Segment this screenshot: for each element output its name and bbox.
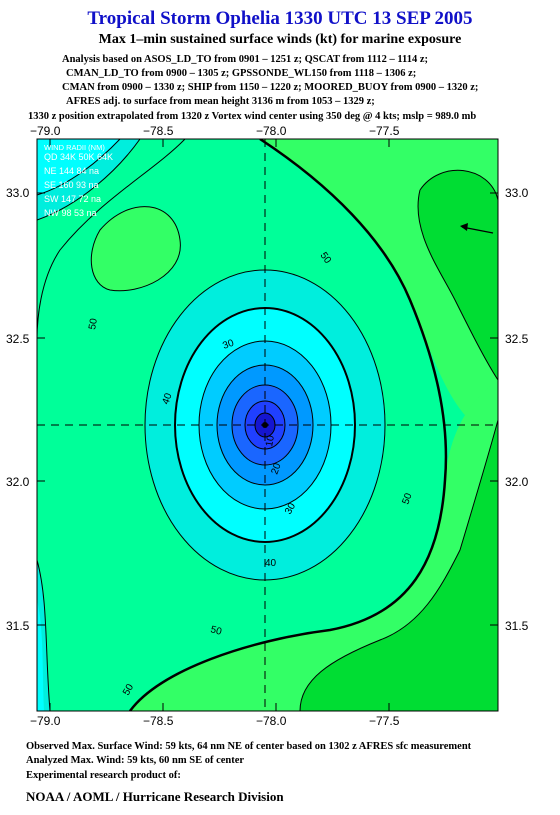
lon-tick-label: −78.5 — [143, 124, 174, 138]
wind-radii-header: WIND RADII (NM) — [44, 143, 105, 152]
contour-40-sw — [37, 559, 51, 711]
motion-arrow-icon — [460, 223, 494, 234]
lat-tick-label: 32.0 — [505, 475, 529, 489]
contour-64-se — [299, 419, 498, 711]
wind-radii-columns: QD 34K 50K 64K — [44, 152, 113, 162]
tick-marks — [37, 139, 498, 711]
lat-tick-label: 33.0 — [505, 186, 529, 200]
lat-tick-label: 32.5 — [505, 332, 529, 346]
analysis-line: CMAN from 0900 – 1330 z; SHIP from 1150 … — [62, 82, 479, 93]
contour-label: 50 — [87, 317, 100, 330]
contour-30-nw — [37, 139, 121, 196]
storm-center-marker — [262, 422, 268, 428]
observed-max-wind: Observed Max. Surface Wind: 59 kts, 64 n… — [26, 741, 472, 752]
lon-tick-label: −78.0 — [256, 714, 287, 728]
contour-50kt-main — [128, 139, 448, 711]
map-subtitle: Max 1–min sustained surface winds (kt) f… — [98, 32, 462, 47]
organization-name: NOAA / AOML / Hurricane Research Divisio… — [26, 789, 284, 804]
analyzed-max-wind: Analyzed Max. Wind: 59 kts, 60 nm SE of … — [26, 755, 245, 766]
analysis-line: 1330 z position extrapolated from 1320 z… — [28, 111, 477, 122]
wind-radii-table: WIND RADII (NM) QD 34K 50K 64K NE 144 84… — [44, 143, 113, 218]
lat-tick-label: 32.0 — [6, 475, 30, 489]
contour-64-w — [90, 206, 181, 292]
shade-64plus-se — [300, 420, 498, 711]
contour-50-nw — [37, 139, 186, 341]
lat-tick-label: 31.5 — [505, 619, 529, 633]
contour-label: 10 — [264, 434, 277, 447]
contour-label: 30 — [221, 338, 236, 352]
shade-lt30-nw — [37, 139, 120, 195]
contour-40-nw — [37, 139, 141, 221]
contour-label: 50 — [400, 491, 414, 506]
wind-radii-row: NW 98 53 na — [44, 208, 97, 218]
lat-tick-label: 31.5 — [6, 619, 30, 633]
wind-radii-row: SW 147 72 na — [44, 194, 101, 204]
map-frame — [36, 138, 499, 712]
shade-64plus-ne — [418, 170, 498, 380]
lon-tick-label: −77.5 — [369, 124, 400, 138]
shade-lt30-sw — [37, 600, 44, 711]
wind-radii-row: NE 144 84 na — [44, 166, 99, 176]
experimental-note: Experimental research product of: — [26, 770, 181, 781]
lat-tick-label: 33.0 — [6, 186, 30, 200]
analysis-line: Analysis based on ASOS_LD_TO from 0901 –… — [62, 54, 428, 65]
contour-64-ne-2 — [417, 189, 498, 381]
contour-label: 30 — [283, 501, 298, 517]
contour-label: 40 — [265, 558, 277, 569]
contour-label: 40 — [160, 391, 174, 406]
lon-tick-label: −77.5 — [369, 714, 400, 728]
contour-field — [37, 139, 498, 711]
contour-lines — [37, 139, 498, 711]
lon-tick-label: −78.5 — [143, 714, 174, 728]
contour-label-group: 10 20 30 30 40 40 50 50 50 50 50 — [87, 250, 415, 697]
contour-64-ne — [419, 169, 498, 201]
contour-label: 50 — [209, 624, 223, 638]
lon-tick-label: −79.0 — [30, 124, 61, 138]
wind-radii-row: SE 160 93 na — [44, 180, 99, 190]
shade-50-64-w — [91, 206, 181, 291]
lon-tick-label: −79.0 — [30, 714, 61, 728]
analysis-line: CMAN_LD_TO from 0900 – 1305 z; GPSSONDE_… — [66, 68, 417, 79]
contour-label: 20 — [269, 461, 283, 476]
contour-label: 50 — [121, 682, 136, 698]
lat-tick-label: 32.5 — [6, 332, 30, 346]
lon-tick-label: −78.0 — [256, 124, 287, 138]
map-title: Tropical Storm Ophelia 1330 UTC 13 SEP 2… — [87, 8, 473, 29]
analysis-line: AFRES adj. to surface from mean height 3… — [66, 96, 375, 107]
